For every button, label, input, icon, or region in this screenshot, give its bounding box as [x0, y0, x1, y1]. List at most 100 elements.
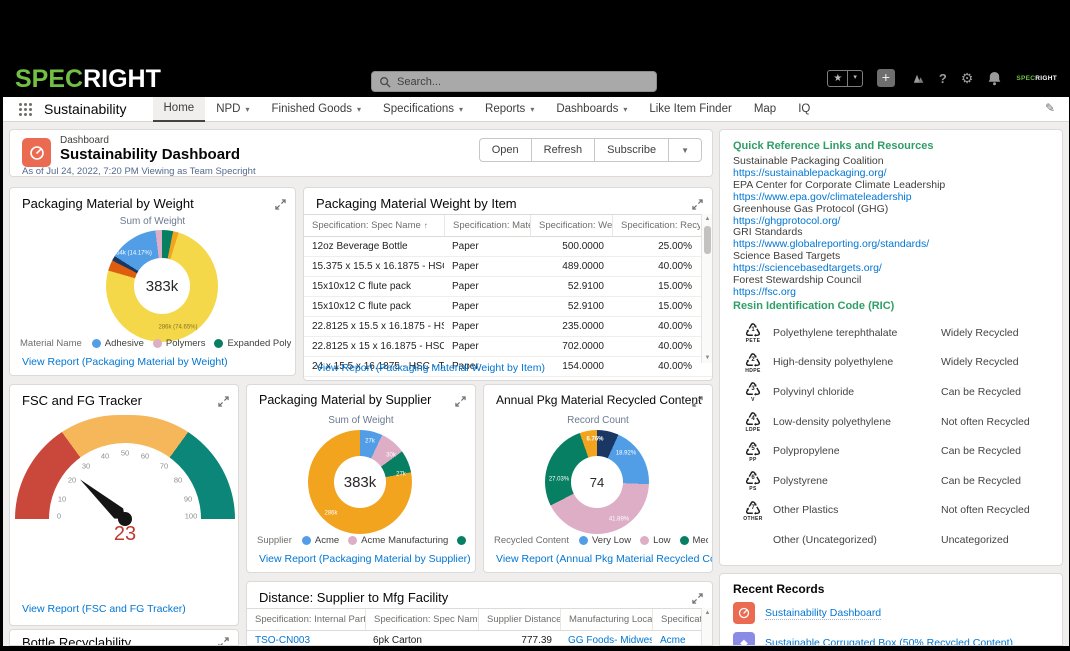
- gauge-hub: [118, 512, 132, 526]
- legend-dot: [91, 339, 101, 348]
- table-scrollbar[interactable]: ▲: [701, 608, 712, 645]
- tab-home[interactable]: Home: [152, 96, 206, 122]
- legend-title: Recycled Content: [494, 535, 569, 546]
- column-header[interactable]: Specification: Material: [444, 215, 530, 236]
- table-cell-link[interactable]: Acme: [660, 635, 686, 646]
- open-button[interactable]: Open: [478, 138, 531, 162]
- tab-specifications[interactable]: Specifications ▾: [383, 103, 464, 115]
- subscribe-button[interactable]: Subscribe: [594, 138, 669, 162]
- table-cell: Paper: [452, 341, 479, 352]
- expand-icon[interactable]: [692, 591, 703, 609]
- view-report-link[interactable]: View Report (FSC and FG Tracker): [22, 603, 186, 615]
- resource-url-link[interactable]: https://sustainablepackaging.org/: [733, 166, 887, 179]
- tab-npd[interactable]: NPD ▾: [216, 103, 250, 115]
- column-header[interactable]: Supplier Distance: [478, 609, 560, 630]
- legend-dot: [348, 536, 358, 545]
- column-header[interactable]: Specification: Spec Name ↑: [312, 220, 428, 231]
- recent-record-link[interactable]: Sustainable Corrugated Box (50% Recycled…: [765, 637, 1013, 646]
- edit-page-pencil-icon[interactable]: ✎: [1044, 101, 1055, 115]
- help-icon[interactable]: ?: [938, 70, 947, 86]
- card-distance-supplier-to-mfg: Distance: Supplier to Mfg Facility Speci…: [246, 581, 713, 646]
- expand-icon[interactable]: [692, 197, 703, 215]
- table-cell-link[interactable]: GG Foods- Midwest: [568, 635, 652, 646]
- view-report-link[interactable]: View Report (Packaging Material Weight b…: [316, 362, 545, 374]
- tab-dashboards[interactable]: Dashboards ▾: [556, 103, 628, 115]
- view-report-link[interactable]: View Report (Packaging Material by Weigh…: [22, 356, 228, 368]
- legend-dot: [301, 536, 311, 545]
- scroll-down-icon[interactable]: ▼: [704, 355, 711, 361]
- favorites-button-group[interactable]: ★ ▾: [827, 69, 863, 87]
- expand-icon[interactable]: [692, 394, 703, 412]
- table-row[interactable]: 24 x 15.5 x 16.1875 - HSC - T Paper 154.…: [304, 357, 712, 377]
- table-row[interactable]: 22.8125 x 15.5 x 16.1875 - HSC - T2 Pape…: [304, 317, 712, 337]
- tab-like-item-finder[interactable]: Like Item Finder: [649, 103, 732, 115]
- recent-record-link[interactable]: Sustainability Dashboard: [765, 606, 882, 620]
- recycling-symbol-icon: ♺ 4 LDPE: [744, 409, 762, 434]
- expand-icon[interactable]: [455, 394, 466, 412]
- tab-reports[interactable]: Reports ▾: [485, 103, 535, 115]
- table-cell: 52.9100: [567, 281, 604, 292]
- resource-name: Forest Stewardship Council: [733, 274, 862, 287]
- legend-item: Medium: [679, 535, 708, 546]
- donut-chart-supplier: 383k 27k 30k 27k 286k: [308, 430, 412, 534]
- resource-url-link[interactable]: https://www.globalreporting.org/standard…: [733, 238, 930, 251]
- favorites-caret-icon[interactable]: ▾: [853, 73, 857, 81]
- search-icon: [380, 76, 391, 88]
- app-launcher-icon[interactable]: [19, 102, 22, 106]
- star-icon[interactable]: ★: [828, 70, 849, 86]
- card-packaging-by-supplier: Packaging Material by Supplier Sum of We…: [246, 384, 476, 573]
- user-avatar-specright[interactable]: SPECRIGHT: [1016, 74, 1057, 82]
- ric-row: Other (Uncategorized) Uncategorized: [733, 525, 1052, 555]
- recyclability-status: Widely Recycled: [941, 356, 1019, 369]
- recycling-symbol-icon: ♺ 3 V: [744, 379, 762, 404]
- more-actions-caret-button[interactable]: ▼: [668, 138, 702, 162]
- search-input[interactable]: [397, 75, 637, 88]
- column-header[interactable]: Specification: Spec Name: [365, 609, 478, 630]
- view-report-link[interactable]: View Report (Packaging Material by Suppl…: [259, 553, 471, 565]
- global-actions-button[interactable]: +: [876, 69, 895, 87]
- table-scrollbar[interactable]: ▲ ▼: [701, 214, 712, 363]
- column-header[interactable]: Specification: Recycled Content: [612, 215, 700, 236]
- setup-gear-icon[interactable]: ⚙: [960, 69, 974, 86]
- refresh-button[interactable]: Refresh: [530, 138, 595, 162]
- column-header[interactable]: Manufacturing Location: [560, 609, 652, 630]
- tab-map[interactable]: Map: [753, 103, 777, 115]
- table-row[interactable]: 12oz Beverage Bottle Paper 500.0000 25.0…: [304, 237, 712, 257]
- legend-items: Acme Acme Manufacturing Dallas Plant #3: [301, 535, 471, 546]
- table-cell: 40.00%: [658, 321, 692, 332]
- expand-icon[interactable]: [218, 635, 229, 645]
- trailhead-icon[interactable]: [909, 72, 925, 84]
- resource-url-link[interactable]: https://ghgprotocol.org/: [733, 214, 841, 227]
- notifications-bell-icon[interactable]: [987, 71, 1002, 86]
- legend-item: Acme: [301, 535, 339, 546]
- recyclability-status: Not often Recycled: [941, 504, 1030, 517]
- resource-url-link[interactable]: https://fsc.org: [733, 285, 797, 298]
- scroll-up-icon[interactable]: ▲: [704, 216, 711, 222]
- card-title: Distance: Supplier to Mfg Facility: [259, 590, 449, 605]
- tab-finished-goods[interactable]: Finished Goods ▾: [271, 103, 362, 115]
- global-search[interactable]: [371, 71, 657, 92]
- gem-icon: ◆: [733, 632, 755, 645]
- table-row[interactable]: 15.375 x 15.5 x 16.1875 - HSC - BW Paper…: [304, 257, 712, 277]
- column-header[interactable]: Specification: Supplier: [652, 609, 702, 630]
- quick-link-pair: Forest Stewardship Council https://fsc.o…: [733, 274, 945, 299]
- expand-icon[interactable]: [218, 394, 229, 412]
- resource-url-link[interactable]: https://sciencebasedtargets.org/: [733, 262, 882, 275]
- table-row[interactable]: 15x10x12 C flute pack Paper 52.9100 15.0…: [304, 297, 712, 317]
- tab-iq[interactable]: IQ: [798, 103, 811, 115]
- table-row[interactable]: 15x10x12 C flute pack Paper 52.9100 15.0…: [304, 277, 712, 297]
- column-header[interactable]: Specification: Internal Part ID↓: [255, 614, 365, 625]
- gauge-tick: 30: [81, 461, 91, 471]
- resource-url-link[interactable]: https://www.epa.gov/climateleadership: [733, 190, 912, 203]
- resource-name: Sustainable Packaging Coalition: [733, 155, 884, 167]
- table-row[interactable]: 22.8125 x 15 x 16.1875 - HSC - K Paper 7…: [304, 337, 712, 357]
- expand-icon[interactable]: [275, 197, 286, 215]
- table-cell-link[interactable]: TSO-CN003: [255, 635, 311, 646]
- scroll-up-icon[interactable]: ▲: [704, 610, 711, 616]
- view-report-link[interactable]: View Report (Annual Pkg Material Recycle…: [496, 553, 712, 565]
- table-row[interactable]: TSO-CN003 6pk Carton 777.39 GG Foods- Mi…: [247, 631, 712, 646]
- quick-links-heading: Quick Reference Links and Resources: [733, 140, 934, 152]
- scrollbar-thumb[interactable]: [704, 226, 711, 254]
- column-header[interactable]: Specification: Weight: [530, 215, 612, 236]
- dashboard-subtitle: As of Jul 24, 2022, 7:20 PM Viewing as T…: [22, 166, 256, 177]
